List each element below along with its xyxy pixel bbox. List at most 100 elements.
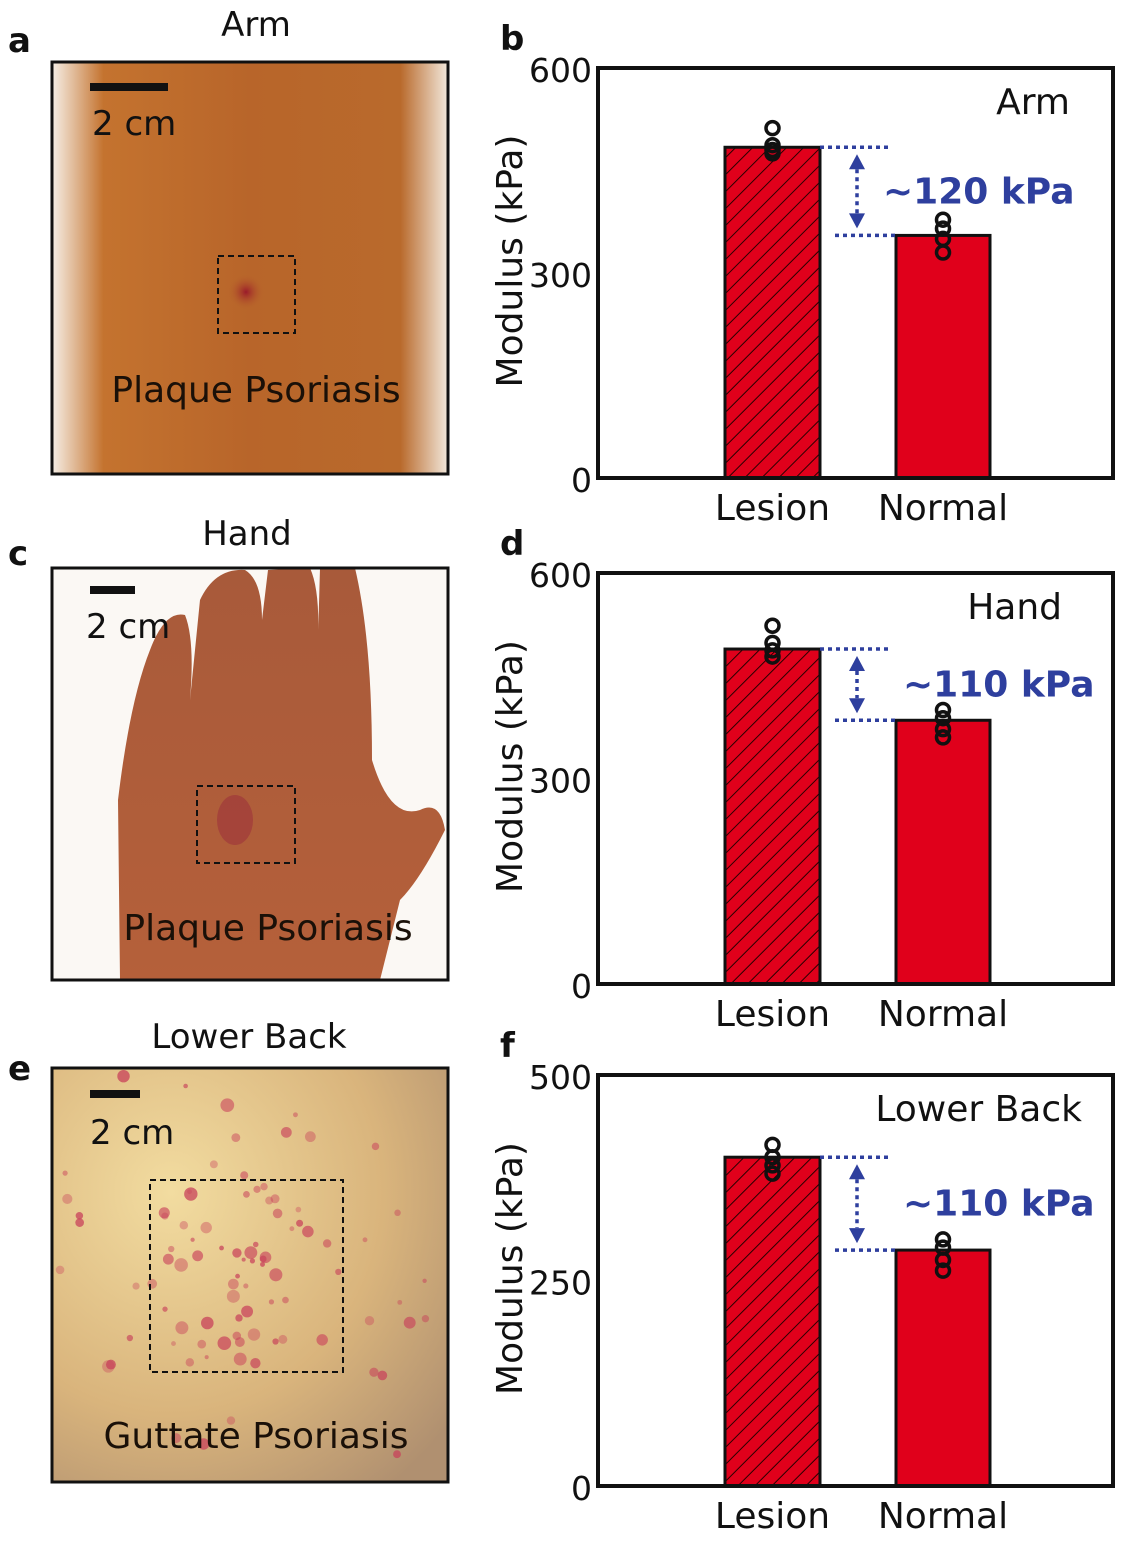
lesion-spot	[269, 1268, 283, 1282]
lesion-spot	[259, 1251, 272, 1264]
category-label: Lesion	[715, 994, 830, 1035]
lesion-spot	[201, 1316, 214, 1330]
lesion-spot	[158, 1207, 170, 1219]
lesion-spot	[162, 1306, 168, 1312]
data-point	[934, 244, 952, 261]
y-tick-label: 0	[571, 967, 592, 1006]
lesion-spot	[241, 1257, 246, 1262]
data-point	[934, 709, 952, 727]
lesion-spot	[394, 1209, 401, 1217]
data-point	[934, 1251, 952, 1269]
lesion-spot	[190, 1237, 195, 1242]
lesion-spot	[231, 1133, 241, 1143]
lesion-spot	[233, 1352, 247, 1366]
lesion-spot	[240, 1171, 249, 1180]
arrow-down-icon	[849, 213, 865, 229]
lesion-spot	[260, 1261, 265, 1267]
bar-normal	[894, 718, 992, 986]
lesion-spot	[362, 1237, 368, 1243]
lesion-spot	[260, 1182, 268, 1191]
photo-panel-arm: a Arm 2 cm Plaque Psoriasis	[8, 5, 450, 476]
data-point	[764, 119, 781, 137]
lesion-spot	[280, 1126, 292, 1138]
region-box	[196, 785, 296, 864]
lesion-spot	[252, 1241, 259, 1248]
photo-frame	[50, 1066, 450, 1484]
lesion-spot	[295, 1206, 302, 1213]
lesion-spot	[219, 1245, 224, 1251]
data-point	[934, 211, 952, 228]
lesion-spot	[232, 1248, 242, 1258]
lesion-spot	[322, 1239, 332, 1248]
y-tick-label: 0	[571, 1469, 592, 1508]
lesion-spot	[62, 1193, 73, 1204]
lesion-spot	[270, 1194, 280, 1204]
photo-panel-hand: c Hand 2 cm Plaque Psoriasis	[8, 514, 450, 982]
category-label: Normal	[878, 1496, 1008, 1537]
data-point	[934, 1231, 952, 1248]
y-tick-label: 300	[529, 256, 592, 295]
y-tick-label: 300	[529, 762, 592, 801]
arm-photo	[52, 62, 448, 474]
lesion-spot	[302, 1225, 314, 1238]
data-point	[764, 617, 781, 634]
difference-annotation: ~110 kPa	[903, 665, 1095, 706]
difference-annotation: ~120 kPa	[883, 171, 1075, 212]
difference-annotation: ~110 kPa	[903, 1184, 1095, 1225]
lesion-spot	[371, 1142, 380, 1151]
lesion-spot	[226, 1416, 236, 1425]
data-point	[934, 1262, 952, 1279]
lesion-spot	[289, 1226, 295, 1232]
panel-letter: c	[8, 534, 28, 574]
lesion-spot	[192, 1250, 204, 1262]
lesion-spot	[243, 1283, 249, 1289]
bar-chart-f: f Lesion Normal 0 250 500 Modulus (kPa) Lower B…	[490, 1026, 1115, 1537]
lesion-spot	[403, 1316, 416, 1329]
photo-caption: Plaque Psoriasis	[123, 908, 412, 949]
lesion-spot	[217, 1336, 232, 1351]
lesion-spot	[421, 1315, 430, 1323]
lesion-spot	[126, 1334, 134, 1342]
bar-lesion	[723, 647, 822, 986]
chart-title: Lower Back	[875, 1089, 1082, 1130]
lesion-spot	[316, 1334, 328, 1346]
lesion-spot	[272, 1208, 283, 1219]
panel-letter: a	[8, 21, 31, 61]
lesion-spot	[147, 1278, 158, 1289]
lesion-spot	[250, 1358, 261, 1369]
lesion-spot	[187, 1189, 192, 1195]
psoriasis-spots	[55, 1069, 430, 1459]
axes-frame	[596, 571, 1115, 986]
lesion-spot	[75, 1218, 84, 1227]
lesion-spot	[168, 1245, 175, 1253]
category-label: Normal	[878, 488, 1008, 529]
data-point	[934, 729, 952, 746]
category-label: Normal	[878, 994, 1008, 1035]
data-point	[934, 701, 952, 719]
scale-bar	[90, 83, 168, 91]
scale-label: 2 cm	[92, 104, 176, 144]
lesion-spot	[244, 1246, 258, 1260]
lesion-spot	[217, 795, 253, 845]
lesion-spot	[204, 1355, 209, 1360]
photo-caption: Plaque Psoriasis	[111, 370, 400, 411]
y-tick-label: 0	[571, 461, 592, 500]
panel-letter: f	[500, 1026, 516, 1066]
lesion-spot	[226, 1289, 240, 1303]
lesion-spot	[162, 1253, 174, 1265]
lesion-spot	[171, 1341, 176, 1347]
lesion-spot	[228, 1278, 239, 1290]
photo-caption: Guttate Psoriasis	[104, 1416, 409, 1457]
lesion-spot	[183, 1083, 188, 1089]
axes-frame	[596, 1073, 1115, 1488]
data-point	[764, 1165, 781, 1182]
lesion-spot	[185, 1358, 195, 1367]
scale-label: 2 cm	[90, 1113, 174, 1153]
lesion-spot	[200, 1221, 212, 1234]
lesion-spot	[174, 1258, 188, 1272]
lesion-spot	[235, 1273, 240, 1279]
charts: b Lesion Normal 0 300 600 Modulus (kPa) Arm ~120…	[490, 19, 1115, 1537]
lesion-spot	[241, 1305, 254, 1318]
data-point	[764, 648, 781, 665]
photo-frame	[50, 566, 450, 982]
